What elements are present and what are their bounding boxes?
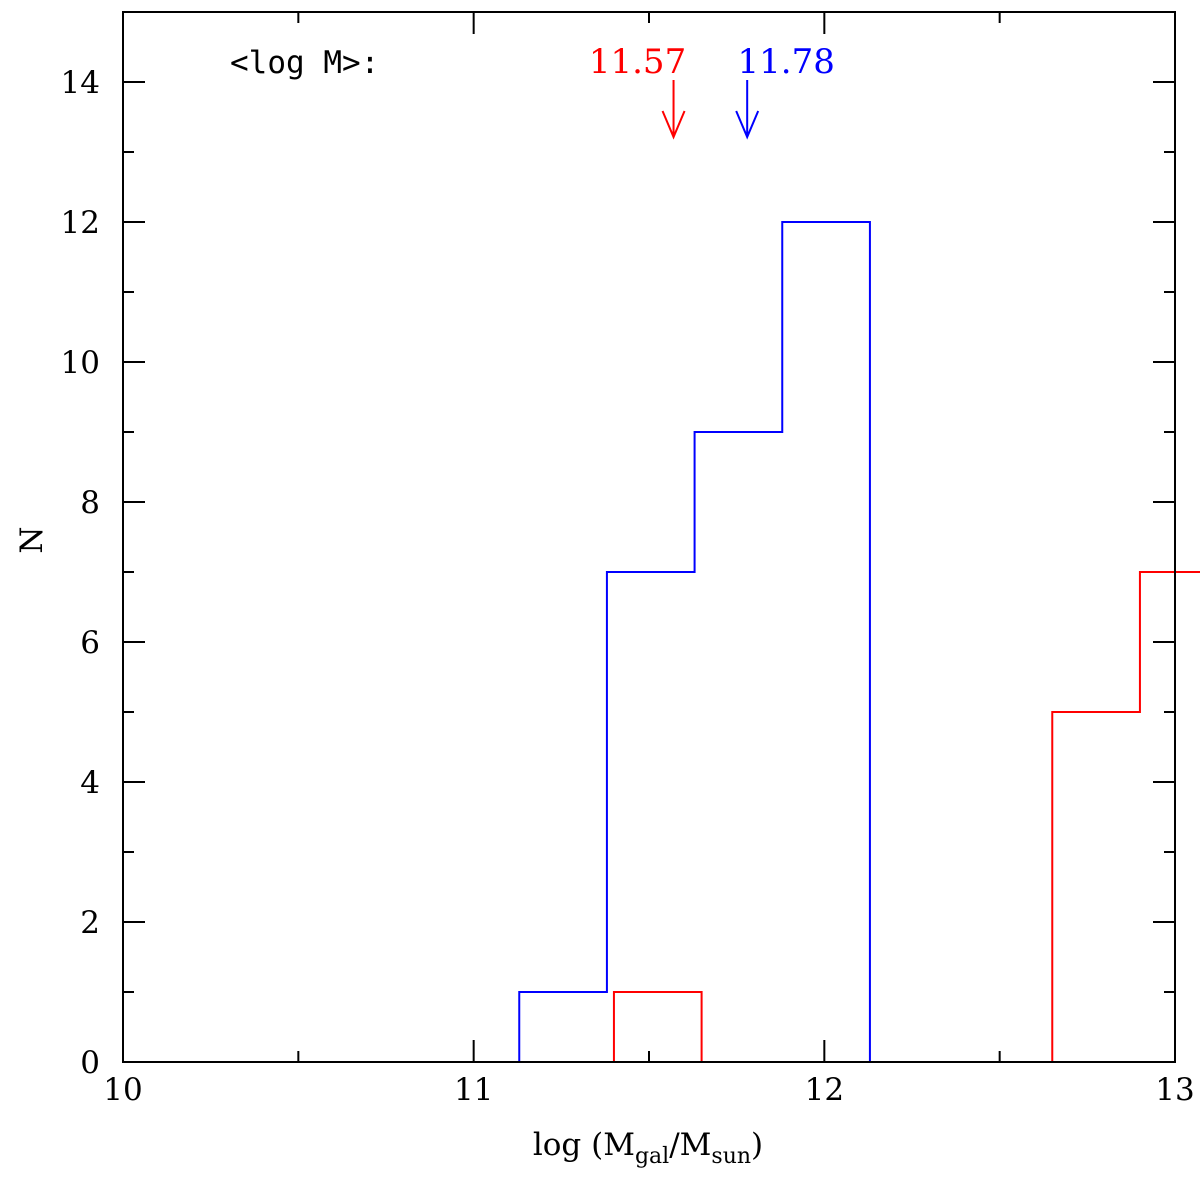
series-layer: [175, 221, 1200, 1063]
y-axis-label: N: [14, 526, 50, 553]
x-tick-label: 11: [454, 1072, 493, 1108]
y-tick-label: 2: [80, 905, 100, 941]
blue-mean-label: 11.78: [738, 42, 835, 82]
y-tick-label: 4: [80, 765, 100, 801]
x-axis-label: log (Mgal/Msun): [533, 1127, 763, 1169]
y-tick-label: 0: [80, 1045, 100, 1081]
y-tick-label: 10: [61, 345, 100, 381]
y-tick-label: 6: [80, 625, 100, 661]
red-histogram-series: [175, 571, 1200, 1063]
mean-annotation-title: <log M>:: [230, 45, 379, 81]
red-mean-arrow: [661, 80, 686, 140]
x-tick-label: 12: [805, 1072, 844, 1108]
red-mean-label: 11.57: [589, 42, 686, 82]
plot-frame: [122, 11, 1176, 1063]
y-tick-label: 12: [61, 205, 100, 241]
axis-ticks: 10 11 12 13 0 2 4 6 8 10 12 14: [61, 11, 1195, 1108]
blue-mean-arrow: [735, 80, 760, 140]
y-tick-label: 14: [61, 65, 100, 101]
x-tick-label: 13: [1155, 1072, 1194, 1108]
x-tick-label: 10: [103, 1072, 142, 1108]
y-tick-label: 8: [80, 485, 100, 521]
blue-histogram-series: [518, 221, 871, 1062]
mean-arrows: [661, 80, 760, 140]
